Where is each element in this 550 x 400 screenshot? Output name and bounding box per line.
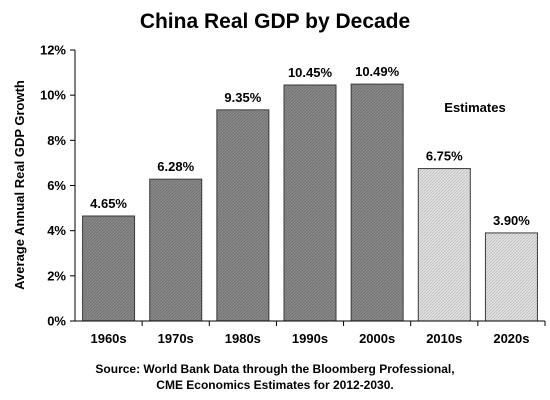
y-tick-label: 10% <box>40 88 66 103</box>
data-label-2020s: 3.90% <box>493 213 530 228</box>
bar-1990s <box>283 84 337 322</box>
x-tick-label-2010s: 2010s <box>426 331 462 346</box>
x-tick-label-2020s: 2020s <box>493 331 529 346</box>
y-tick-label: 0% <box>47 314 66 329</box>
data-label-1990s: 10.45% <box>288 65 333 80</box>
x-tick-label-1960s: 1960s <box>90 331 126 346</box>
data-label-2010s: 6.75% <box>426 149 463 164</box>
source-line-2: CME Economics Estimates for 2012-2030. <box>156 378 393 392</box>
y-tick-label: 6% <box>47 178 66 193</box>
source-line-1: Source: World Bank Data through the Bloo… <box>95 362 454 376</box>
y-tick-label: 2% <box>47 268 66 283</box>
bar-1970s <box>149 178 203 322</box>
bar-2010s <box>417 168 471 322</box>
data-label-1970s: 6.28% <box>157 159 194 174</box>
chart-title: China Real GDP by Decade <box>140 10 410 33</box>
bar-1980s <box>216 109 270 322</box>
bar-2020s <box>484 232 538 322</box>
data-label-1960s: 4.65% <box>90 196 127 211</box>
y-axis-ticks: 0% 2% 4% 6% 8% 10% 12% <box>40 43 75 329</box>
value-labels-group: 4.65% 6.28% 9.35% 10.45% 10.49% 6.75% 3.90% <box>90 64 530 228</box>
y-axis-label: Average Annual Real GDP Growth <box>12 80 27 290</box>
data-label-2000s: 10.49% <box>355 64 400 79</box>
bar-1960s <box>82 215 136 322</box>
x-tick-label-2000s: 2000s <box>359 331 395 346</box>
x-tick-label-1970s: 1970s <box>158 331 194 346</box>
x-axis-ticks: 1960s 1970s 1980s 1990s 2000s 2010s 2020s <box>90 321 546 346</box>
x-tick-label-1980s: 1980s <box>225 331 261 346</box>
y-tick-label: 8% <box>47 133 66 148</box>
estimates-annotation: Estimates <box>444 100 505 115</box>
y-tick-label: 12% <box>40 43 66 58</box>
bar-2000s <box>350 83 404 322</box>
y-tick-label: 4% <box>47 223 66 238</box>
bars-group <box>82 83 538 322</box>
data-label-1980s: 9.35% <box>224 90 261 105</box>
x-tick-label-1990s: 1990s <box>292 331 328 346</box>
